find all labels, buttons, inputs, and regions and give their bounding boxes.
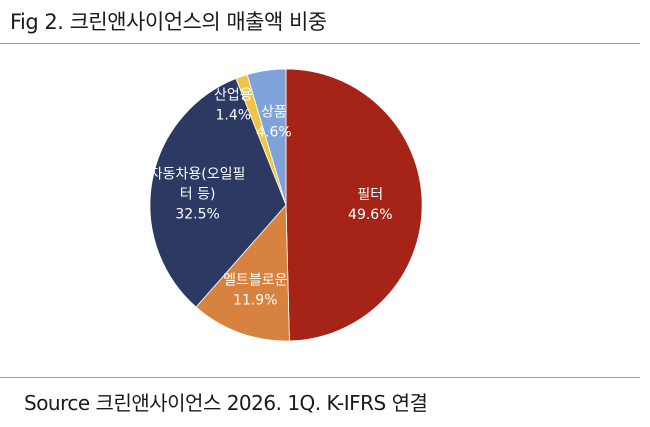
pie-slice (246, 68, 287, 206)
slice-label: 멜트블로운 11.9% (223, 272, 288, 308)
top-divider (0, 43, 640, 44)
pie-chart: 필터 49.6% 멜트블로운 11.9% 자동차용(오일필 터 등) 32.5% 산업용 1.4… (149, 68, 423, 342)
figure-title: Fig 2. 크린앤사이언스의 매출액 비중 (10, 10, 327, 34)
pie-slice (285, 68, 423, 342)
pie-slice (149, 78, 287, 308)
slice-label: 상품 4.6% (256, 105, 292, 141)
slice-label: 산업용 1.4% (214, 88, 253, 124)
slice-label: 자동차용(오일필 터 등) 32.5% (150, 167, 246, 223)
pie-slice (195, 203, 290, 342)
source-note: Source 크린앤사이언스 2026. 1Q. K-IFRS 연결 (24, 391, 428, 415)
bottom-divider (0, 377, 640, 378)
slice-label: 필터 49.6% (348, 187, 392, 223)
